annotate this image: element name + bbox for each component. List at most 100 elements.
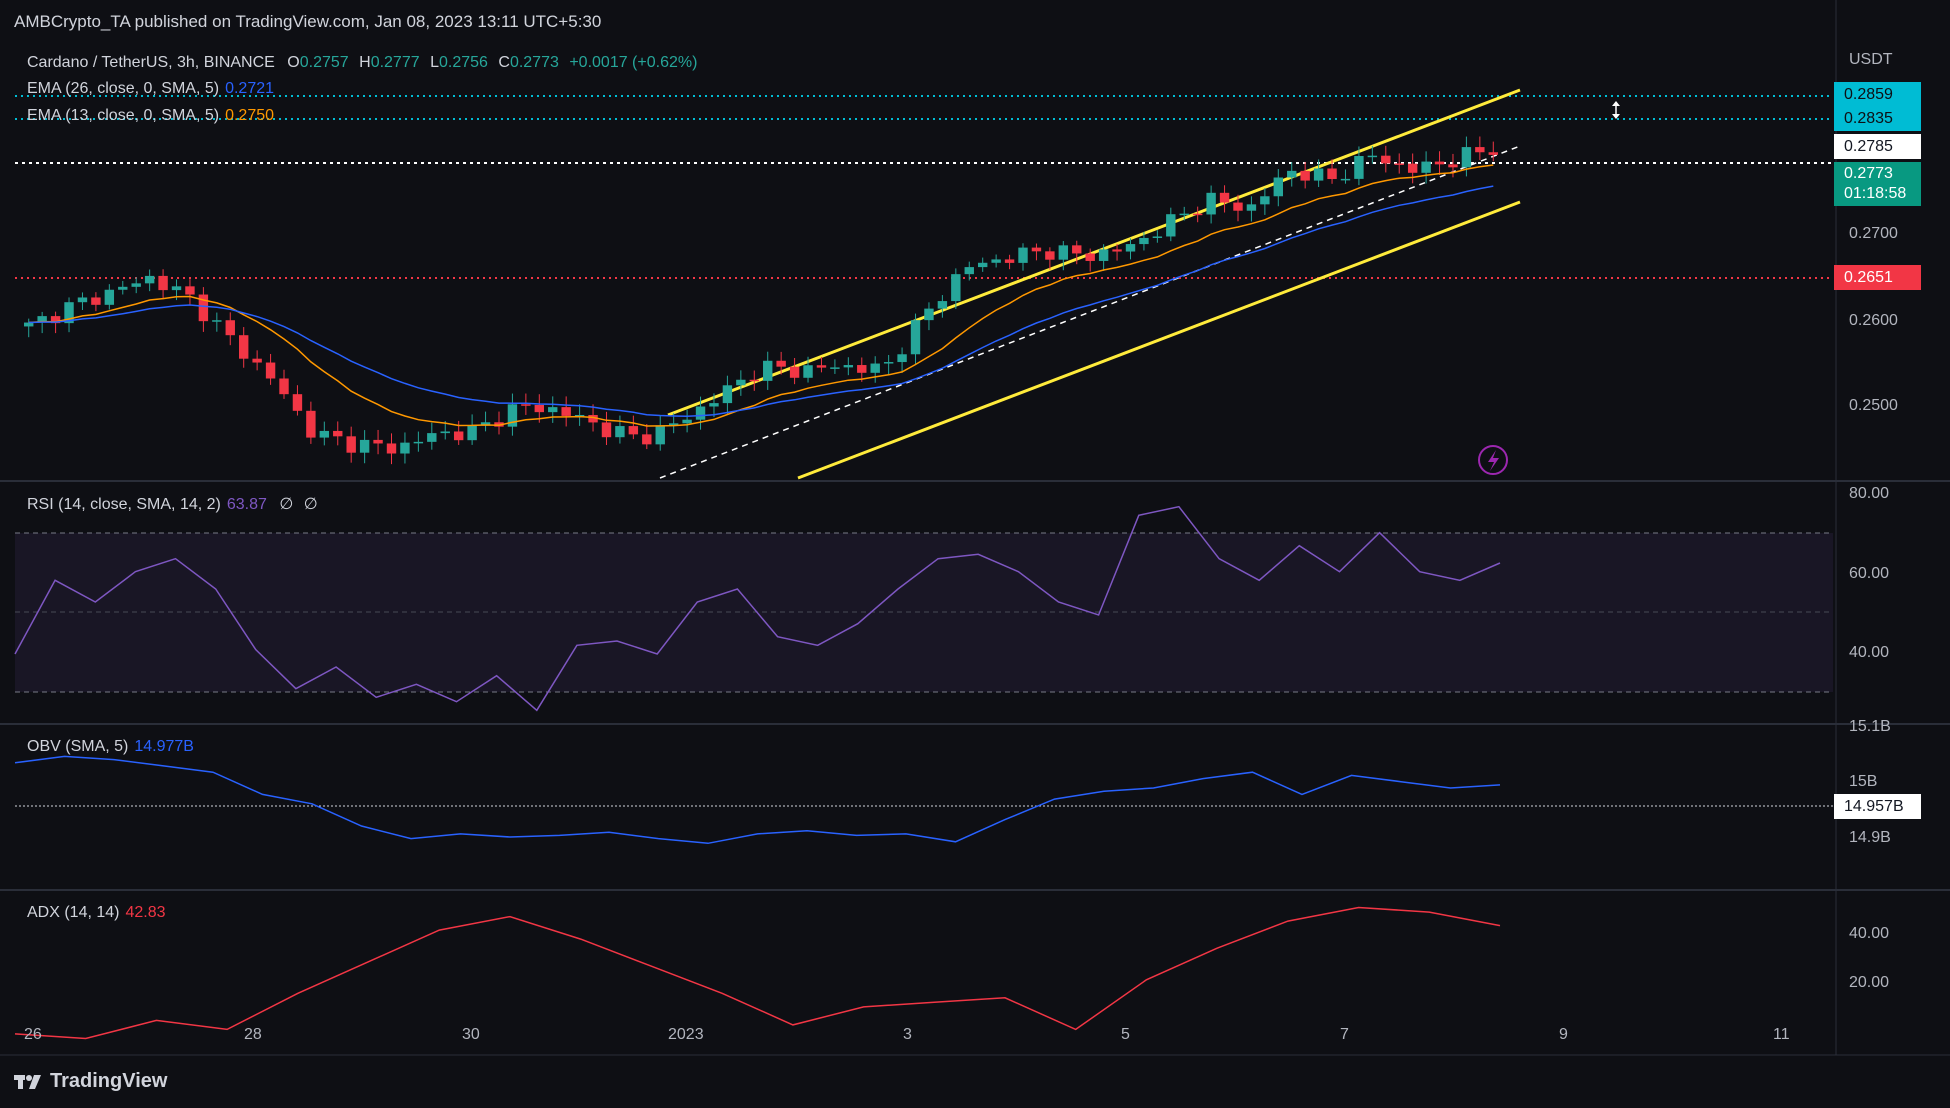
candle-body <box>64 302 74 324</box>
footer-brand[interactable]: TradingView <box>14 1070 167 1093</box>
candle-body <box>319 430 330 438</box>
candle-body <box>615 426 625 438</box>
footer-brand-text: TradingView <box>50 1070 168 1092</box>
candle-body <box>279 378 289 395</box>
candle-body <box>427 433 437 442</box>
candle-body <box>749 379 759 382</box>
candle-body <box>198 294 209 322</box>
adx-line <box>14 906 1501 1040</box>
candle-body <box>816 365 827 368</box>
candle-body <box>789 366 800 378</box>
obv-tick-2: 15B <box>1849 773 1878 790</box>
candle-body <box>185 286 195 295</box>
candle-body <box>668 423 679 426</box>
candle-body <box>212 320 222 322</box>
candle-body <box>628 426 639 435</box>
tradingview-logo-icon <box>14 1074 41 1089</box>
candle-body <box>440 431 450 434</box>
candle-body <box>1206 192 1216 215</box>
price-tick-3: 0.2500 <box>1849 397 1898 414</box>
obv-legend[interactable]: OBV (SMA, 5) 14.977B <box>27 738 194 756</box>
candle-body <box>1045 251 1055 260</box>
adx-legend[interactable]: ADX (14, 14) 42.83 <box>27 904 166 922</box>
candle-body <box>1125 244 1136 252</box>
candle-body <box>1004 259 1015 263</box>
candle-body <box>292 394 303 411</box>
candle-body <box>521 404 531 406</box>
candle-body <box>736 379 746 386</box>
last-price-value: 0.2773 <box>1844 165 1893 182</box>
candle-body <box>400 442 410 454</box>
adx-value: 42.83 <box>125 904 166 921</box>
candle-body <box>830 367 840 369</box>
candle-body <box>803 365 813 378</box>
candle-body <box>1327 168 1337 180</box>
candle-body <box>158 275 168 291</box>
obv-tag: 14.957B <box>1834 794 1921 819</box>
candle-body <box>306 410 316 438</box>
adx-tick-20: 20.00 <box>1849 974 1890 991</box>
candle-body <box>1098 249 1109 261</box>
candle-body <box>1018 247 1028 263</box>
candle-body <box>1166 214 1176 237</box>
candle-body <box>252 358 262 363</box>
open-value: 0.2757 <box>299 54 349 71</box>
candle-body <box>709 403 719 407</box>
candle-body <box>843 365 854 368</box>
candle-body <box>991 259 1001 263</box>
candle-body <box>910 320 921 355</box>
open-label: O <box>287 54 300 71</box>
candle-body <box>24 322 34 327</box>
candle-body <box>1313 168 1324 181</box>
change-value: +0.0017 (+0.62%) <box>569 54 698 71</box>
candle-body <box>386 443 397 454</box>
cyan-level-2-tag: 0.2835 <box>1834 106 1921 131</box>
rsi-extra-1: ∅ <box>279 496 294 513</box>
lightning-icon[interactable] <box>1478 445 1508 475</box>
candle-body <box>1394 163 1404 165</box>
candle-body <box>1381 155 1391 164</box>
low-value: 0.2756 <box>438 54 488 71</box>
ema13-legend[interactable]: EMA (13, close, 0, SMA, 5) 0.2750 <box>27 107 274 125</box>
price-tick-1: 0.2700 <box>1849 225 1898 242</box>
candle-body <box>333 430 343 437</box>
cyan-level-1-tag: 0.2859 <box>1834 82 1921 107</box>
ema26-legend[interactable]: EMA (26, close, 0, SMA, 5) 0.2721 <box>27 80 274 98</box>
rsi-legend[interactable]: RSI (14, close, SMA, 14, 2) 63.87 ∅ ∅ <box>27 494 318 514</box>
candle-body <box>924 308 934 321</box>
high-label: H <box>359 54 371 71</box>
time-tick-28: 28 <box>244 1026 262 1043</box>
candle-body <box>1233 202 1243 211</box>
candle-body <box>238 335 249 359</box>
rsi-tick-40: 40.00 <box>1849 644 1890 661</box>
adx-label: ADX (14, 14) <box>27 904 120 921</box>
ema13-value: 0.2750 <box>225 107 275 124</box>
candle-body <box>346 436 356 453</box>
candle-body <box>453 431 464 441</box>
rsi-line <box>14 505 1501 712</box>
rsi-label: RSI (14, close, SMA, 14, 2) <box>27 496 221 513</box>
white-level-tag: 0.2785 <box>1834 134 1921 159</box>
pane-separators <box>0 0 1950 1056</box>
candle-body <box>1448 164 1458 168</box>
candle-body <box>1287 170 1297 178</box>
candle-body <box>131 283 141 287</box>
ema13-label: EMA (13, close, 0, SMA, 5) <box>27 107 220 124</box>
symbol-name: Cardano / TetherUS, 3h, BINANCE <box>27 54 275 71</box>
low-label: L <box>430 54 439 71</box>
time-tick-11: 11 <box>1773 1026 1790 1043</box>
adx-tick-40: 40.00 <box>1849 925 1890 942</box>
symbol-legend: Cardano / TetherUS, 3h, BINANCE O0.2757 … <box>27 54 697 72</box>
candle-body <box>601 422 612 438</box>
candle-body <box>1407 163 1418 173</box>
candle-body <box>1058 245 1069 260</box>
candle-body <box>534 404 545 413</box>
time-tick-26: 26 <box>24 1026 42 1043</box>
candle-body <box>951 274 961 302</box>
ema26-value: 0.2721 <box>225 80 275 97</box>
currency-label: USDT <box>1849 51 1893 68</box>
candle-body <box>77 297 88 303</box>
candle-body <box>1072 245 1082 254</box>
